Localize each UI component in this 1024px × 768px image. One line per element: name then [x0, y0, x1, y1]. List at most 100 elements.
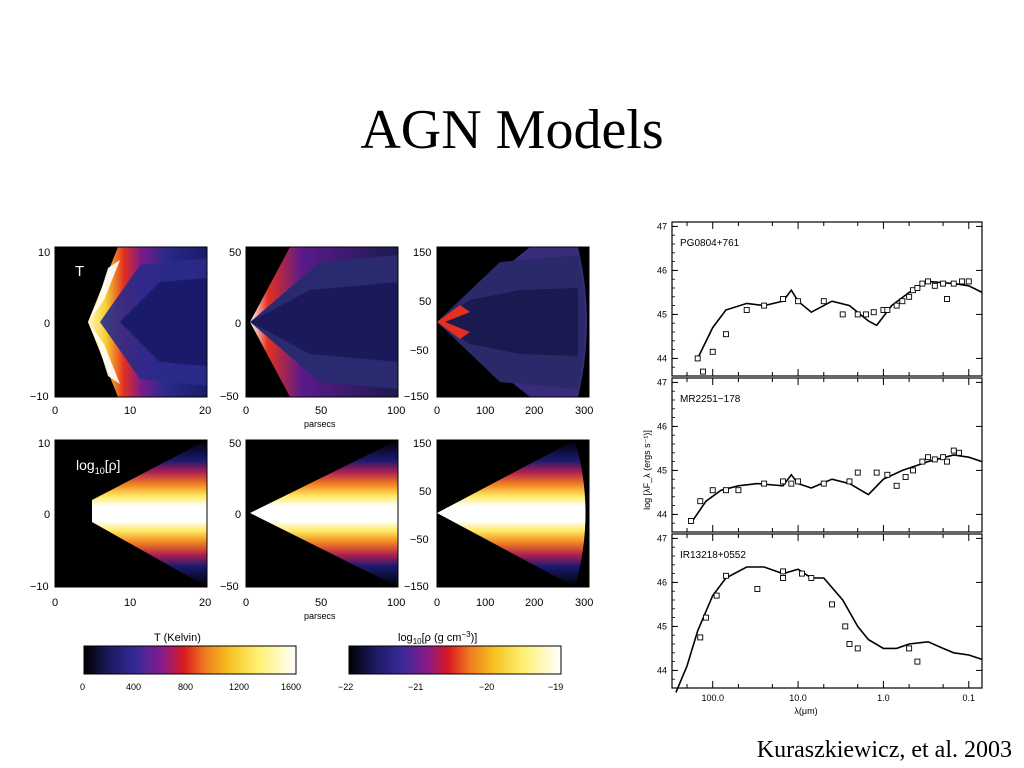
data-point: [846, 478, 853, 485]
tick-label: −50: [220, 391, 239, 403]
data-point: [965, 278, 972, 285]
map-label-T: T: [75, 263, 84, 280]
data-point: [959, 278, 965, 285]
data-point: [919, 280, 926, 287]
sed-panel-title: MR2251−178: [680, 394, 741, 405]
x-tick-label: 10.0: [789, 693, 807, 703]
data-point: [906, 293, 913, 300]
tick-label: 100: [476, 405, 494, 417]
data-point: [700, 368, 706, 375]
data-point: [754, 586, 761, 592]
colorbar-tick: 1200: [229, 682, 249, 692]
temperature-map-panel-1: T: [54, 246, 208, 398]
density-map-panel-3: [436, 439, 590, 588]
y-tick-label: 44: [657, 665, 667, 675]
data-point: [795, 298, 802, 305]
tick-label: 20: [199, 597, 211, 609]
tick-label: 0: [235, 509, 241, 521]
data-point: [694, 355, 701, 362]
tick-label: 0: [44, 509, 50, 521]
temperature-map-panel-3: [436, 246, 590, 398]
data-point: [687, 518, 694, 524]
tick-label: 0: [235, 318, 241, 330]
data-point: [893, 302, 900, 309]
x-tick-label: 100.0: [701, 693, 724, 703]
y-tick-label: 44: [657, 509, 667, 519]
data-point: [761, 302, 768, 309]
y-tick-label: 47: [657, 533, 667, 543]
tick-label: 0: [243, 405, 249, 417]
colorbar-tick: 800: [178, 682, 193, 692]
tick-label: 10: [124, 405, 136, 417]
tick-label: 50: [315, 405, 327, 417]
tick-label: 0: [434, 597, 440, 609]
y-tick-label: 45: [657, 621, 667, 631]
model-line: [675, 566, 983, 693]
tick-label: 0: [434, 405, 440, 417]
data-point: [931, 282, 938, 289]
data-point: [697, 634, 704, 641]
data-point: [842, 623, 849, 630]
tick-label: 0: [243, 597, 249, 609]
sed-panel-3: 44 45 46 47 100.0 10.0 1.0 0.1 IR13218+0552: [657, 533, 983, 703]
colorbar-tick: −20: [479, 682, 494, 692]
data-point: [722, 487, 729, 494]
data-point: [950, 280, 957, 287]
data-point: [799, 570, 805, 577]
y-tick-label: 46: [657, 421, 667, 431]
map-axis-ticks: 10 0 −10 0 10 20 50 0 −50 0 50 100 parse…: [30, 247, 593, 621]
y-tick-label: 45: [657, 309, 667, 319]
tick-label: 10: [124, 597, 136, 609]
density-map-panel-2: [245, 439, 399, 588]
colorbar-title: T (Kelvin): [154, 632, 201, 644]
data-point: [940, 454, 947, 461]
data-point: [899, 298, 906, 305]
sed-panel-frame: [671, 533, 983, 689]
map-label-density: log10[ρ]: [76, 457, 120, 476]
colorbar-tick: −19: [548, 682, 563, 692]
tick-label: 0: [52, 405, 58, 417]
data-point: [788, 480, 795, 487]
data-point: [709, 487, 716, 494]
data-point: [893, 482, 900, 489]
y-tick-label: 47: [657, 221, 667, 231]
data-point: [956, 449, 963, 456]
y-tick-label: 46: [657, 577, 667, 587]
tick-label: 100: [476, 597, 494, 609]
colorbar-title: log10[ρ (g cm−3)]: [398, 630, 477, 646]
tick-label: 50: [419, 296, 431, 308]
sed-panel-frame: [671, 221, 983, 377]
density-map-panel-1: log10[ρ]: [54, 439, 208, 588]
slide-title: AGN Models: [360, 99, 664, 161]
temperature-colorbar: T (Kelvin) 0 400 800 1200 1600: [80, 632, 301, 692]
data-point: [854, 645, 861, 652]
data-point: [944, 458, 950, 465]
data-point: [829, 601, 835, 608]
tick-label: −10: [30, 391, 49, 403]
tick-label: 100: [387, 597, 405, 609]
data-point: [931, 456, 938, 463]
data-point: [884, 471, 891, 478]
data-point: [854, 311, 861, 318]
colorbar-tick: 1600: [281, 682, 301, 692]
x-tick-label: 1.0: [877, 693, 890, 703]
y-tick-label: 45: [657, 465, 667, 475]
sed-ylabel: log [λF_λ (ergs s⁻¹)]: [642, 430, 652, 510]
tick-label: 300: [575, 405, 593, 417]
data-point: [940, 280, 947, 287]
tick-label: 150: [413, 247, 431, 259]
tick-label: 150: [413, 438, 431, 450]
sed-panel-1: 44 45 46 47 PG0804+761: [657, 221, 983, 377]
data-point: [709, 348, 716, 355]
data-point: [944, 296, 950, 302]
data-point: [925, 454, 932, 461]
data-point: [910, 467, 916, 474]
data-point: [735, 487, 742, 494]
data-point: [950, 447, 957, 454]
y-tick-label: 47: [657, 377, 667, 387]
data-point: [808, 575, 815, 581]
data-point: [820, 480, 827, 487]
data-point: [761, 480, 768, 487]
data-point: [743, 307, 750, 313]
